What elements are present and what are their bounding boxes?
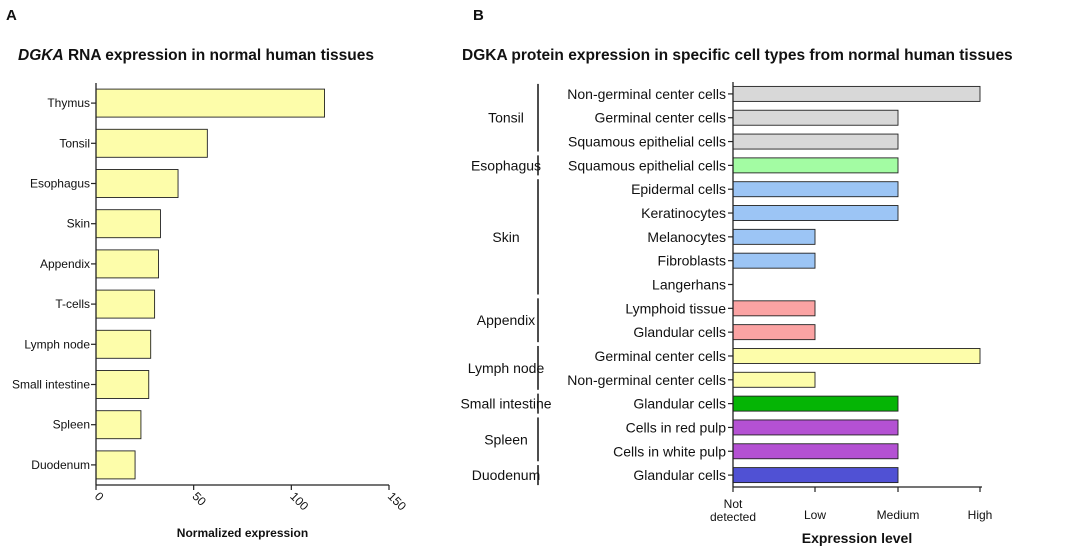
- tissue-group-label: Skin: [492, 229, 519, 245]
- tissue-group-label: Small intestine: [460, 396, 551, 412]
- tissue-group-label: Esophagus: [471, 157, 541, 173]
- bar-a: [95, 289, 156, 319]
- bar-b: [732, 109, 899, 126]
- bar-b: [732, 419, 899, 436]
- x-tick-label: detected: [710, 510, 756, 524]
- cell-type-label: Squamous epithelial cells: [568, 157, 726, 173]
- y-tick-label: Spleen: [53, 418, 90, 432]
- bar-a: [95, 128, 208, 158]
- chart-a-title: DGKA RNA expression in normal human tiss…: [18, 47, 374, 64]
- bar-a: [95, 169, 179, 198]
- y-tick-label: Small intestine: [12, 378, 90, 392]
- bar-b: [732, 300, 816, 317]
- bar-b: [732, 85, 981, 102]
- x-tick-label: Low: [804, 508, 826, 522]
- tissue-group-label: Spleen: [484, 431, 528, 447]
- bar-b: [732, 157, 899, 174]
- tissue-group-label: Lymph node: [468, 360, 545, 376]
- bar-b: [732, 133, 899, 150]
- tissue-group-label: Appendix: [477, 312, 535, 328]
- bar-a: [95, 249, 159, 279]
- x-axis-title: Expression level: [802, 530, 913, 546]
- cell-type-label: Epidermal cells: [631, 181, 726, 197]
- bar-b: [732, 252, 816, 269]
- bar-b: [732, 228, 816, 245]
- cell-type-label: Squamous epithelial cells: [568, 134, 726, 150]
- x-tick-label: 50: [190, 489, 210, 509]
- cell-type-label: Fibroblasts: [658, 253, 726, 269]
- chart-a: Thymus Tonsil Esophagus Skin Appendix T-cells…: [12, 83, 409, 540]
- bar-b: [732, 205, 899, 221]
- cell-type-label: Glandular cells: [633, 467, 726, 483]
- cell-type-label: Germinal center cells: [595, 110, 727, 126]
- y-tick-label: Skin: [67, 217, 90, 231]
- bar-b: [732, 371, 816, 388]
- cell-type-label: Keratinocytes: [641, 205, 726, 221]
- bar-b: [732, 348, 981, 364]
- cell-type-label: Langerhans: [652, 277, 726, 293]
- y-tick-label: T-cells: [55, 297, 90, 311]
- chart-b-title: DGKA protein expression in specific cell…: [462, 47, 1013, 64]
- tissue-group-label: Tonsil: [488, 110, 524, 126]
- y-tick-label: Thymus: [47, 96, 90, 110]
- bar-a: [95, 450, 136, 480]
- cell-type-label: Germinal center cells: [595, 348, 727, 364]
- cell-type-label: Non-germinal center cells: [567, 86, 726, 102]
- bar-b: [732, 181, 899, 198]
- cell-type-label: Melanocytes: [647, 229, 726, 245]
- bar-a: [95, 370, 150, 399]
- cell-type-label: Glandular cells: [633, 396, 726, 412]
- y-tick-label: Duodenum: [31, 458, 90, 472]
- cell-type-label: Glandular cells: [633, 324, 726, 340]
- chart-a-title-gene: DGKA: [18, 47, 64, 64]
- x-tick-label: 100: [287, 489, 311, 513]
- y-tick-label: Appendix: [40, 257, 90, 271]
- bar-a: [95, 88, 325, 118]
- chart-a-title-rest: RNA expression in normal human tissues: [64, 47, 374, 64]
- x-tick-label: 0: [92, 489, 107, 504]
- bar-b: [732, 467, 899, 484]
- bar-a: [95, 410, 142, 440]
- bar-b: [732, 324, 816, 341]
- x-tick-label: 150: [385, 489, 409, 513]
- bar-a: [95, 209, 161, 239]
- bar-b: [732, 395, 899, 412]
- y-tick-label: Esophagus: [30, 177, 90, 191]
- x-tick-label: Not: [724, 497, 743, 511]
- panel-b-letter: B: [473, 7, 484, 24]
- bar-b: [732, 443, 899, 460]
- cell-type-label: Cells in red pulp: [626, 419, 727, 435]
- y-tick-label: Lymph node: [24, 337, 90, 351]
- panel-a-letter: A: [6, 7, 17, 24]
- x-tick-label: High: [968, 508, 993, 522]
- cell-type-label: Non-germinal center cells: [567, 372, 726, 388]
- x-axis-title: Normalized expression: [177, 526, 308, 540]
- chart-b: Non-germinal center cells Germinal center…: [460, 82, 992, 546]
- cell-type-label: Lymphoid tissue: [625, 300, 726, 316]
- y-tick-label: Tonsil: [59, 136, 90, 150]
- bar-a: [95, 329, 152, 359]
- x-tick-label: Medium: [877, 508, 920, 522]
- tissue-group-label: Duodenum: [472, 467, 541, 483]
- cell-type-label: Cells in white pulp: [613, 443, 726, 459]
